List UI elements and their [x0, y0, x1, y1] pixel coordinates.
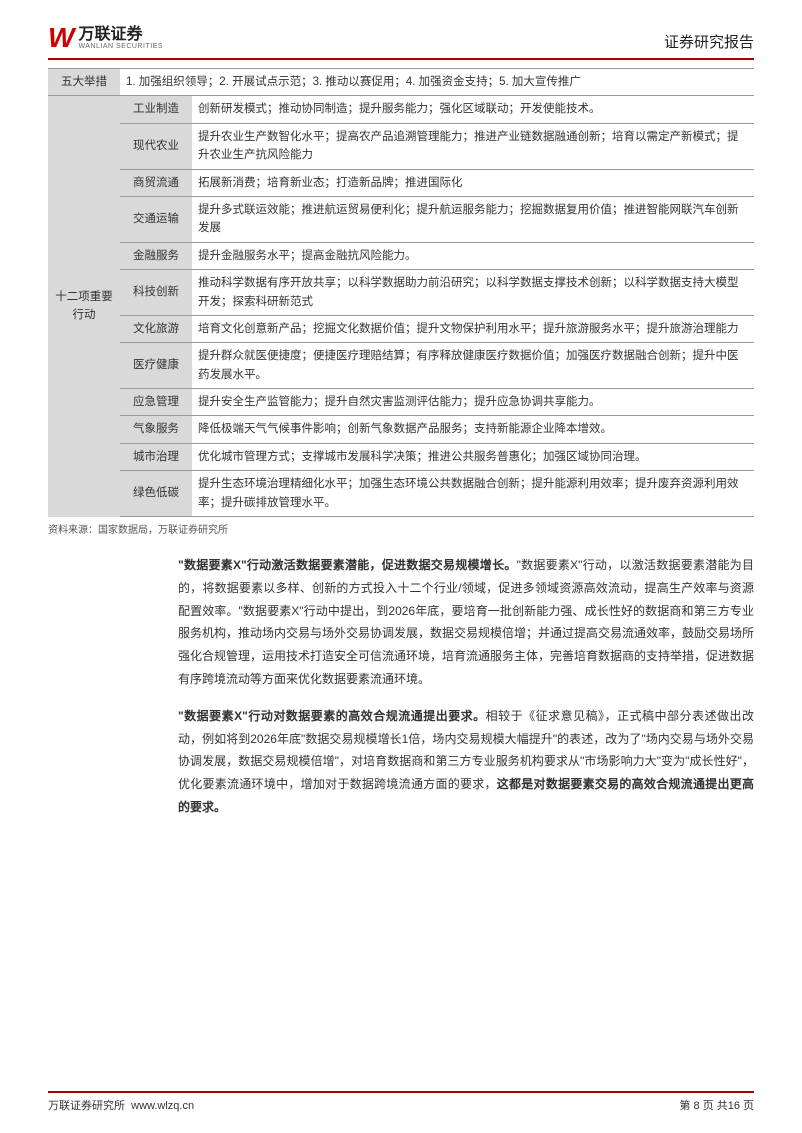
description-cell: 优化城市管理方式；支撑城市发展科学决策；推进公共服务普惠化；加强区域协同治理。: [192, 443, 754, 470]
description-cell: 提升群众就医便捷度；便捷医疗理赔结算；有序释放健康医疗数据价值；加强医疗数据融合…: [192, 343, 754, 389]
table-row: 城市治理优化城市管理方式；支撑城市发展科学决策；推进公共服务普惠化；加强区域协同…: [48, 443, 754, 470]
table-row: 金融服务提升金融服务水平；提高金融抗风险能力。: [48, 242, 754, 269]
footer-left: 万联证券研究所: [48, 1100, 125, 1112]
description-cell: 提升生态环境治理精细化水平；加强生态环境公共数据融合创新；提升能源利用效率；提升…: [192, 471, 754, 517]
category-cell: 绿色低碳: [120, 471, 192, 517]
logo-en: WANLIAN SECURITIES: [78, 43, 163, 50]
logo-cn: 万联证券: [78, 27, 163, 43]
table-row: 文化旅游培育文化创意新产品；挖掘文化数据价值；提升文物保护利用水平；提升旅游服务…: [48, 315, 754, 342]
paragraph-1: "数据要素X"行动激活数据要素潜能，促进数据交易规模增长。"数据要素X"行动，以…: [178, 554, 754, 691]
description-cell: 提升农业生产数智化水平；提高农产品追溯管理能力；推进产业链数据融通创新；培育以需…: [192, 123, 754, 169]
description-cell: 降低极端天气气候事件影响；创新气象数据产品服务；支持新能源企业降本增效。: [192, 416, 754, 443]
category-cell: 科技创新: [120, 270, 192, 316]
actions-table: 五大举措 1. 加强组织领导；2. 开展试点示范；3. 推动以赛促用；4. 加强…: [48, 68, 754, 517]
category-cell: 现代农业: [120, 123, 192, 169]
logo: W 万联证券 WANLIAN SECURITIES: [48, 22, 163, 54]
page-footer: 万联证券研究所 www.wlzq.cn 第 8 页 共16 页: [48, 1091, 754, 1113]
description-cell: 创新研发模式；推动协同制造；提升服务能力；强化区域联动；开发使能技术。: [192, 96, 754, 123]
body-text: "数据要素X"行动激活数据要素潜能，促进数据交易规模增长。"数据要素X"行动，以…: [178, 554, 754, 819]
table-row: 绿色低碳提升生态环境治理精细化水平；加强生态环境公共数据融合创新；提升能源利用效…: [48, 471, 754, 517]
category-cell: 应急管理: [120, 389, 192, 416]
logo-mark: W: [48, 22, 72, 54]
description-cell: 推动科学数据有序开放共享；以科学数据助力前沿研究；以科学数据支撑技术创新；以科学…: [192, 270, 754, 316]
category-cell: 气象服务: [120, 416, 192, 443]
para1-text: "数据要素X"行动，以激活数据要素潜能为目的，将数据要素以多样、创新的方式投入十…: [178, 558, 754, 686]
group-label: 十二项重要行动: [48, 96, 120, 517]
description-cell: 提升多式联运效能；推进航运贸易便利化；提升航运服务能力；挖掘数据复用价值；推进智…: [192, 196, 754, 242]
footer-page: 第 8 页 共16 页: [679, 1097, 754, 1113]
table-row: 医疗健康提升群众就医便捷度；便捷医疗理赔结算；有序释放健康医疗数据价值；加强医疗…: [48, 343, 754, 389]
table-row: 气象服务降低极端天气气候事件影响；创新气象数据产品服务；支持新能源企业降本增效。: [48, 416, 754, 443]
category-cell: 交通运输: [120, 196, 192, 242]
description-cell: 拓展新消费；培育新业态；打造新品牌；推进国际化: [192, 169, 754, 196]
table-row: 五大举措 1. 加强组织领导；2. 开展试点示范；3. 推动以赛促用；4. 加强…: [48, 69, 754, 96]
description-cell: 培育文化创意新产品；挖掘文化数据价值；提升文物保护利用水平；提升旅游服务水平；提…: [192, 315, 754, 342]
description-cell: 提升安全生产监管能力；提升自然灾害监测评估能力；提升应急协调共享能力。: [192, 389, 754, 416]
page-header: W 万联证券 WANLIAN SECURITIES 证券研究报告: [48, 22, 754, 60]
table-row: 科技创新推动科学数据有序开放共享；以科学数据助力前沿研究；以科学数据支撑技术创新…: [48, 270, 754, 316]
category-cell: 城市治理: [120, 443, 192, 470]
table-row: 现代农业提升农业生产数智化水平；提高农产品追溯管理能力；推进产业链数据融通创新；…: [48, 123, 754, 169]
table-source: 资料来源：国家数据局，万联证券研究所: [48, 521, 754, 536]
para2-lead: "数据要素X"行动对数据要素的高效合规流通提出要求。: [178, 709, 486, 723]
category-cell: 工业制造: [120, 96, 192, 123]
description-cell: 提升金融服务水平；提高金融抗风险能力。: [192, 242, 754, 269]
measures-label: 五大举措: [48, 69, 120, 96]
table-row: 交通运输提升多式联运效能；推进航运贸易便利化；提升航运服务能力；挖掘数据复用价值…: [48, 196, 754, 242]
category-cell: 金融服务: [120, 242, 192, 269]
table-row: 应急管理提升安全生产监管能力；提升自然灾害监测评估能力；提升应急协调共享能力。: [48, 389, 754, 416]
footer-url: www.wlzq.cn: [131, 1100, 194, 1112]
para1-lead: "数据要素X"行动激活数据要素潜能，促进数据交易规模增长。: [178, 558, 517, 572]
category-cell: 商贸流通: [120, 169, 192, 196]
measures-content: 1. 加强组织领导；2. 开展试点示范；3. 推动以赛促用；4. 加强资金支持；…: [120, 69, 754, 96]
category-cell: 文化旅游: [120, 315, 192, 342]
category-cell: 医疗健康: [120, 343, 192, 389]
paragraph-2: "数据要素X"行动对数据要素的高效合规流通提出要求。相较于《征求意见稿》，正式稿…: [178, 705, 754, 819]
report-type: 证券研究报告: [664, 31, 754, 52]
table-row: 十二项重要行动工业制造创新研发模式；推动协同制造；提升服务能力；强化区域联动；开…: [48, 96, 754, 123]
table-row: 商贸流通拓展新消费；培育新业态；打造新品牌；推进国际化: [48, 169, 754, 196]
